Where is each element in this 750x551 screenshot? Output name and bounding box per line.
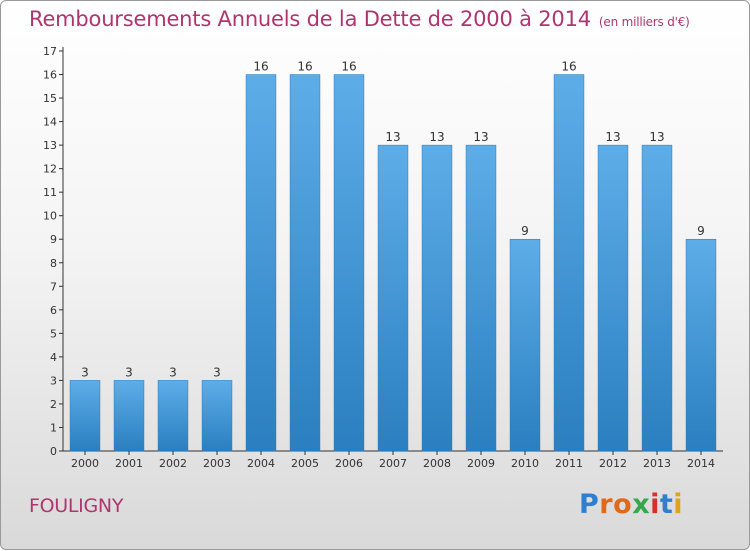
bar [641, 144, 673, 452]
y-tick-label: 15 [43, 92, 57, 105]
x-tick-label: 2009 [467, 457, 495, 470]
bar [597, 144, 629, 452]
bar [245, 74, 277, 452]
bar-value-label: 13 [473, 130, 488, 144]
y-tick-label: 4 [50, 351, 57, 364]
x-tick-label: 2000 [71, 457, 99, 470]
bar-value-label: 13 [605, 130, 620, 144]
x-tick-label: 2006 [335, 457, 363, 470]
x-tick-label: 2007 [379, 457, 407, 470]
bar-value-label: 9 [697, 224, 705, 238]
y-tick-label: 14 [43, 116, 57, 129]
bar-value-label: 13 [385, 130, 400, 144]
bar-value-label: 9 [521, 224, 529, 238]
x-tick-label: 2011 [555, 457, 583, 470]
bar [333, 74, 365, 452]
bar [113, 380, 145, 452]
y-tick-label: 13 [43, 139, 57, 152]
bar [509, 238, 541, 452]
bar-value-label: 16 [561, 60, 576, 74]
bar-value-label: 3 [81, 365, 89, 379]
bar [421, 144, 453, 452]
bar [465, 144, 497, 452]
bar-value-label: 3 [213, 365, 221, 379]
bar-value-label: 13 [429, 130, 444, 144]
bar-value-label: 13 [649, 130, 664, 144]
y-tick-label: 1 [50, 421, 57, 434]
y-tick-label: 0 [50, 445, 57, 458]
x-tick-label: 2014 [687, 457, 715, 470]
y-tick-label: 2 [50, 398, 57, 411]
logo-letter: t [659, 489, 674, 520]
bar-value-label: 16 [297, 60, 312, 74]
x-tick-label: 2002 [159, 457, 187, 470]
y-tick-label: 16 [43, 69, 57, 82]
y-tick-label: 3 [50, 374, 57, 387]
y-tick-label: 7 [50, 280, 57, 293]
y-tick-label: 6 [50, 304, 57, 317]
y-tick-label: 10 [43, 210, 57, 223]
y-tick-label: 8 [50, 257, 57, 270]
proxiti-logo: Proxiti [579, 489, 683, 520]
x-tick-label: 2005 [291, 457, 319, 470]
logo-letter: r [599, 489, 614, 520]
chart-title-text: Remboursements Annuels de la Dette de 20… [29, 7, 591, 31]
y-tick-label: 5 [50, 327, 57, 340]
bar [685, 238, 717, 452]
x-tick-label: 2004 [247, 457, 275, 470]
x-tick-label: 2003 [203, 457, 231, 470]
bar [201, 380, 233, 452]
x-tick-label: 2012 [599, 457, 627, 470]
bar [69, 380, 101, 452]
bar [377, 144, 409, 452]
chart-title: Remboursements Annuels de la Dette de 20… [29, 7, 690, 31]
chart-unit: (en milliers d'€) [598, 15, 690, 29]
x-tick-label: 2001 [115, 457, 143, 470]
bar [553, 74, 585, 452]
bar-value-label: 3 [169, 365, 177, 379]
x-tick-label: 2010 [511, 457, 539, 470]
y-tick-label: 11 [43, 186, 57, 199]
y-tick-label: 9 [50, 233, 57, 246]
logo-letter: i [673, 489, 684, 520]
x-tick-label: 2013 [643, 457, 671, 470]
commune-name: FOULIGNY [29, 495, 124, 517]
logo-letter: x [632, 489, 651, 520]
bar-value-label: 16 [253, 60, 268, 74]
logo-letter: o [613, 489, 633, 520]
bar-value-label: 16 [341, 60, 356, 74]
bar [289, 74, 321, 452]
x-tick-label: 2008 [423, 457, 451, 470]
logo-letter: P [579, 489, 600, 520]
bar-value-label: 3 [125, 365, 133, 379]
bar [157, 380, 189, 452]
y-tick-label: 17 [43, 45, 57, 58]
logo-letter: i [650, 489, 660, 520]
y-tick-label: 12 [43, 163, 57, 176]
